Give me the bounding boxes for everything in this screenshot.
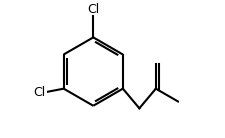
Text: Cl: Cl bbox=[33, 86, 45, 99]
Text: Cl: Cl bbox=[87, 3, 99, 16]
